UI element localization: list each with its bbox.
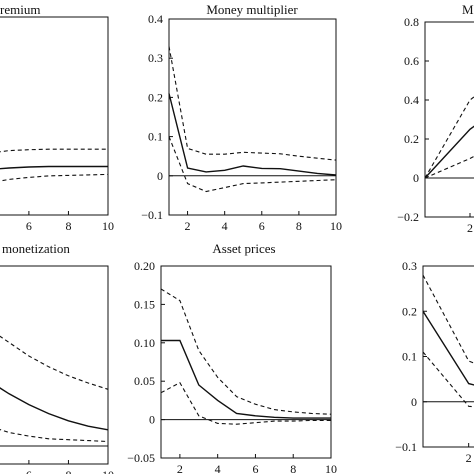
y-tick-label: −0.1	[395, 440, 417, 454]
panel-monetization: monetization 6 8 10	[0, 241, 114, 474]
confidence-band-line	[0, 148, 108, 153]
x-tick-label: 4	[222, 219, 228, 233]
confidence-band-line	[0, 335, 109, 390]
x-tick-label: 8	[65, 219, 71, 233]
axes-frame	[0, 16, 109, 216]
x-tick-label: 6	[259, 219, 265, 233]
x-tick-label: 10	[102, 219, 114, 233]
x-tick-label: 8	[290, 462, 296, 474]
confidence-band-line	[168, 46, 337, 161]
panel-risk-premium: remium 6 8 10	[0, 2, 114, 233]
confidence-band-line	[422, 274, 474, 364]
axes-frame	[424, 21, 474, 218]
impulse-response-line	[161, 339, 331, 419]
panel-title: M	[462, 2, 474, 17]
y-tick-label: 0.2	[148, 90, 163, 104]
y-tick-label: 0.1	[148, 130, 163, 144]
panel-title: monetization	[2, 241, 70, 256]
y-tick-label: 0	[157, 169, 163, 183]
y-tick-label: 0	[411, 395, 417, 409]
y-tick-label: 0	[149, 413, 155, 427]
y-tick-label: 0.4	[404, 93, 419, 107]
confidence-band-line	[424, 96, 474, 179]
panel-title: Money multiplier	[206, 2, 298, 17]
y-tick-label: 0.2	[402, 304, 417, 318]
axes-frame	[160, 265, 332, 459]
impulse-response-line	[424, 125, 474, 179]
panel-title: remium	[0, 2, 40, 17]
y-tick-label: 0.2	[404, 132, 419, 146]
confidence-band-line	[422, 351, 474, 408]
y-tick-label: −0.1	[141, 208, 163, 222]
panel-m-partial: M 2 −0.2 0 0.2 0.4 0.6 0.8	[397, 2, 474, 235]
y-tick-label: 0	[413, 171, 419, 185]
confidence-band-line	[424, 155, 474, 179]
confidence-band-line	[0, 173, 109, 182]
impulse-response-line	[168, 93, 337, 176]
x-tick-label: 8	[65, 468, 71, 474]
y-tick-label: −0.05	[127, 451, 155, 465]
y-tick-label: 0.3	[148, 51, 163, 65]
y-tick-label: 0.05	[134, 374, 155, 388]
x-tick-label: 2	[467, 221, 473, 235]
x-tick-label: 8	[296, 219, 302, 233]
x-tick-label: 2	[177, 462, 183, 474]
x-tick-label: 10	[330, 219, 342, 233]
axes-frame	[168, 18, 337, 216]
y-tick-label: 0.4	[148, 12, 163, 26]
confidence-band-line	[160, 288, 332, 415]
x-tick-label: 6	[26, 219, 32, 233]
confidence-band-line	[160, 381, 331, 425]
axes-frame	[0, 265, 109, 465]
y-tick-label: 0.8	[404, 15, 419, 29]
x-tick-label: 6	[26, 468, 32, 474]
x-tick-label: 2	[466, 451, 472, 465]
y-tick-label: 0.6	[404, 54, 419, 68]
impulse-response-line	[0, 165, 108, 170]
y-tick-label: 0.10	[134, 336, 155, 350]
y-tick-label: 0.20	[134, 259, 155, 273]
x-tick-label: 2	[185, 219, 191, 233]
panel-money-multiplier: Money multiplier 2 4 6 8 10 −0.1 0 0.1 0.2 0.3 0.4	[141, 2, 342, 233]
panel-title: Asset prices	[212, 241, 275, 256]
impulse-response-line	[0, 387, 109, 431]
y-tick-label: 0.1	[402, 350, 417, 364]
panel-bottom-right-partial: 2 −0.1 0 0.1 0.2 0.3	[395, 259, 474, 465]
impulse-response-line	[422, 310, 474, 386]
confidence-band-line	[0, 429, 109, 443]
x-tick-label: 4	[215, 462, 221, 474]
x-tick-label: 10	[325, 462, 337, 474]
y-tick-label: 0.15	[134, 297, 155, 311]
y-tick-label: −0.2	[397, 210, 419, 224]
x-tick-label: 6	[252, 462, 258, 474]
x-tick-label: 10	[102, 468, 114, 474]
confidence-band-line	[168, 136, 337, 193]
panel-asset-prices: Asset prices 2 4 6 8 10 −0.05 0 0.05 0.10 0.15 0.20	[127, 241, 337, 474]
y-tick-label: 0.3	[402, 259, 417, 273]
